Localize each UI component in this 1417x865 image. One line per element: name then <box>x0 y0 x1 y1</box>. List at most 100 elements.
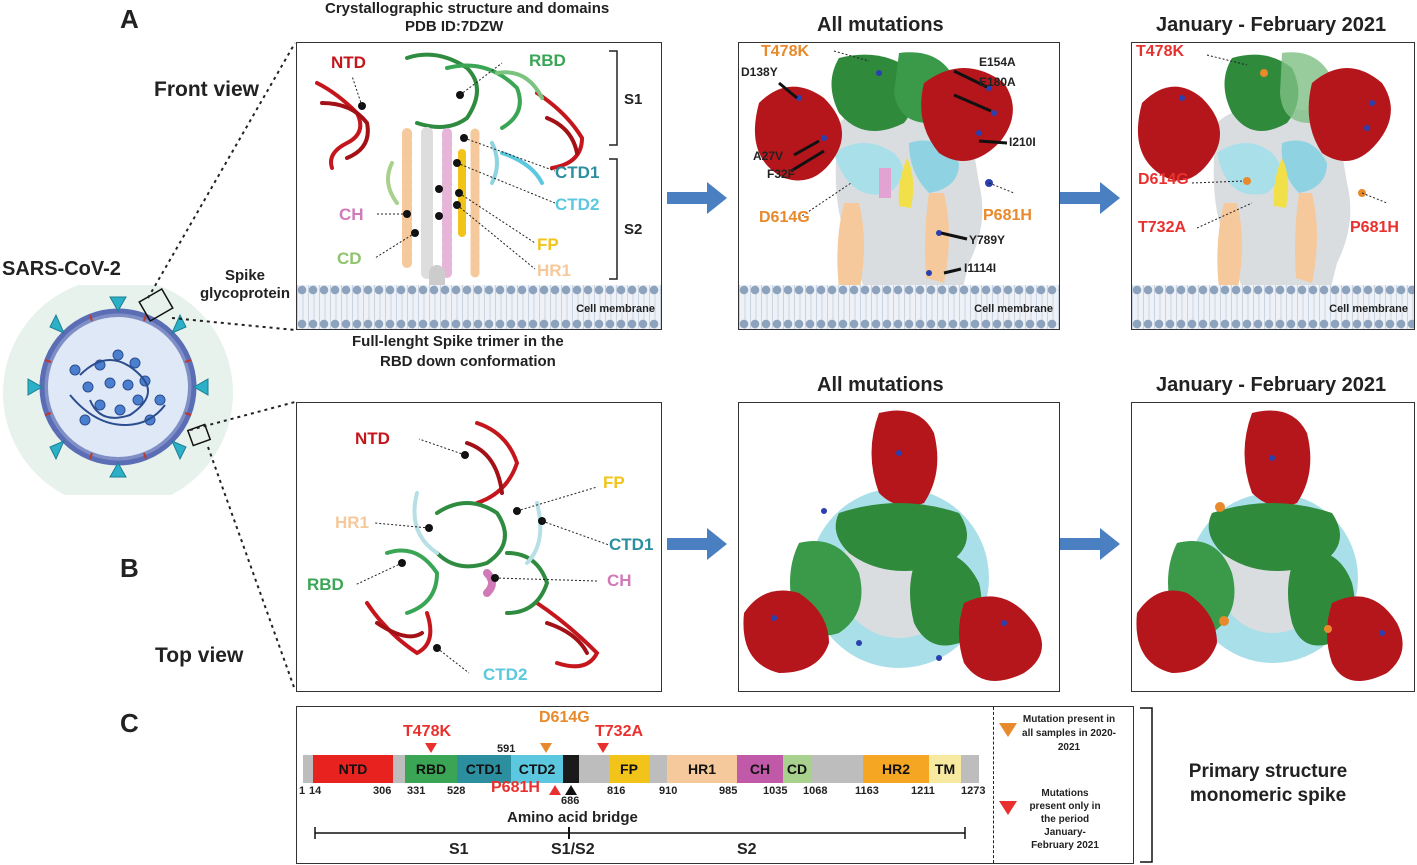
mut-i210i: I210I <box>1009 135 1036 149</box>
mut-a27v: A27V <box>753 149 784 163</box>
seg-fp-label: FP <box>620 761 638 777</box>
region-s1s2: S1/S2 <box>551 841 595 858</box>
arrow-3 <box>667 528 727 560</box>
seg-ch-label: CH <box>749 761 771 777</box>
res-816: 816 <box>607 785 626 797</box>
mut-e154a: E154A <box>979 55 1016 69</box>
arrow-1 <box>667 182 727 214</box>
crystal-title-1: Crystallographic structure and domains <box>325 0 610 17</box>
panel-letter-b: B <box>120 553 139 583</box>
res-1: 1 <box>299 785 306 797</box>
mut-f32f: F32F <box>767 167 796 181</box>
seg-ntd: NTD <box>313 755 393 783</box>
res-1068: 1068 <box>803 785 828 797</box>
spike-label-text: Spike glycoprotein <box>199 267 290 302</box>
mut-d614g: D614G <box>759 209 810 226</box>
primary-mut-t732a: T732A <box>595 723 644 740</box>
marker-t732a <box>597 743 609 753</box>
primary-structure-panel: NTD RBD CTD1 CTD2 FP HR1 CH CD HR2 TM 1 … <box>296 706 1134 864</box>
mut-t478k: T478K <box>761 43 810 60</box>
domain-label-ch: CH <box>339 205 364 224</box>
seg-cd-label: CD <box>786 761 808 777</box>
top-crystal-structure <box>354 421 610 674</box>
res-686: 686 <box>561 795 580 807</box>
mut-i1114i: I1114I <box>964 261 997 275</box>
marker-d614g <box>540 743 552 753</box>
domain-label-ctd2: CTD2 <box>555 195 600 214</box>
jan-feb-title-front: January - February 2021 <box>1156 14 1387 36</box>
panel-letter-a: A <box>120 4 139 34</box>
domain-bar: NTD RBD CTD1 CTD2 FP HR1 CH CD HR2 TM <box>303 755 979 783</box>
seg-ctd2-label: CTD2 <box>518 761 556 777</box>
all-mutations-title-top: All mutations <box>817 374 944 396</box>
virus-illustration <box>3 285 233 495</box>
seg-ctd1: CTD1 <box>457 755 511 783</box>
seg-cd: CD <box>783 755 811 783</box>
seg-ctd1-label: CTD1 <box>465 761 503 777</box>
mut-p681h: P681H <box>983 207 1032 224</box>
marker-t478k <box>425 743 437 753</box>
top-label-hr1: HR1 <box>335 513 370 532</box>
all-front-membrane-label: Cell membrane <box>974 303 1053 315</box>
legend-red-marker <box>999 801 1017 815</box>
res-14: 14 <box>309 785 322 797</box>
crystal-caption-1: Full-lenght Spike trimer in the <box>352 333 564 350</box>
top-view-label: Top view <box>155 644 244 667</box>
seg-tm-label: TM <box>934 761 956 777</box>
jan-feb-front-panel: Cell membrane T478K D614G T732A P681H <box>1131 42 1415 330</box>
all-front-membrane <box>739 285 1059 329</box>
seg-rbd-label: RBD <box>415 761 447 777</box>
seg-hr2: HR2 <box>863 755 929 783</box>
top-label-rbd: RBD <box>307 575 344 594</box>
seg-tm: TM <box>929 755 961 783</box>
domain-label-s1: S1 <box>624 91 643 108</box>
front-membrane-label: Cell membrane <box>576 303 655 315</box>
all-mutations-top-surface <box>743 410 1042 681</box>
mut-e180a: E180A <box>979 75 1016 89</box>
region-s1: S1 <box>449 841 469 858</box>
res-910: 910 <box>659 785 678 797</box>
legend-red-text: Mutations present only in the period Jan… <box>1029 788 1101 851</box>
res-591: 591 <box>497 743 516 755</box>
top-label-fp: FP <box>603 473 625 492</box>
front-view-label: Front view <box>154 78 260 101</box>
res-985: 985 <box>719 785 738 797</box>
mut-d138y: D138Y <box>741 65 778 79</box>
all-mutations-top-panel <box>738 402 1060 692</box>
res-306: 306 <box>373 785 392 797</box>
domain-label-rbd: RBD <box>529 51 566 70</box>
res-1035: 1035 <box>763 785 788 797</box>
domain-label-ntd: NTD <box>331 53 366 72</box>
domain-label-hr1: HR1 <box>537 261 572 280</box>
front-membrane <box>297 285 661 329</box>
seg-hr1: HR1 <box>667 755 737 783</box>
arrow-2 <box>1060 182 1120 214</box>
jan-feb-top-surface <box>1136 410 1403 681</box>
top-label-ch: CH <box>607 571 632 590</box>
panel-letter-c: C <box>120 708 139 738</box>
side-bracket <box>1140 707 1153 863</box>
seg-hr1-label: HR1 <box>687 761 716 777</box>
top-label-ctd2: CTD2 <box>483 665 528 684</box>
seg-hr2-label: HR2 <box>881 761 910 777</box>
jan-feb-top-panel <box>1131 402 1415 692</box>
res-331: 331 <box>407 785 426 797</box>
seg-ntd-label: NTD <box>338 761 368 777</box>
seg-ctd2: CTD2 <box>511 755 563 783</box>
domain-label-fp: FP <box>537 235 559 254</box>
top-label-ntd: NTD <box>355 429 390 448</box>
jan-mut-t732a: T732A <box>1138 219 1187 236</box>
domain-label-s2: S2 <box>624 221 643 238</box>
legend-orange-text: Mutation present in all samples in 2020-… <box>1022 714 1116 753</box>
spike-label: Spike glycoprotein <box>190 267 300 303</box>
front-crystal-panel: Cell membrane NTD RBD S1 S2 CTD1 CTD2 CH… <box>296 42 662 330</box>
jan-front-membrane <box>1132 285 1414 329</box>
arrow-4 <box>1060 528 1120 560</box>
front-crystal-structure <box>315 50 618 321</box>
domain-label-ctd1: CTD1 <box>555 163 600 182</box>
domain-label-cd: CD <box>337 249 362 268</box>
legend-divider <box>993 707 994 863</box>
seg-rbd: RBD <box>405 755 457 783</box>
jan-feb-title-top: January - February 2021 <box>1156 374 1387 396</box>
top-crystal-panel: NTD FP HR1 CTD1 RBD CH CTD2 <box>296 402 662 692</box>
